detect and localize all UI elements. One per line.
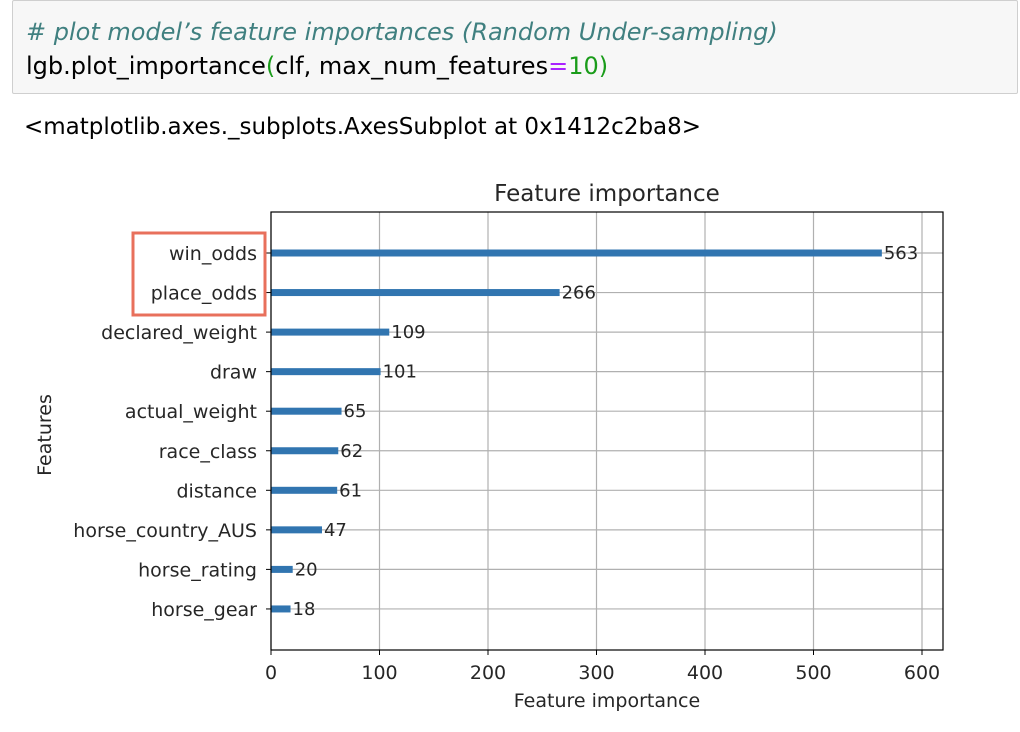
value-label: 563 [884, 243, 918, 264]
value-label: 65 [344, 401, 367, 422]
y-tick-label: horse_gear [151, 599, 257, 621]
bar [271, 447, 339, 455]
plot-frame [270, 211, 944, 651]
value-label: 109 [391, 322, 425, 343]
bar [271, 407, 342, 415]
x-tick-label: 400 [687, 662, 723, 684]
bars [271, 249, 882, 613]
bar [271, 328, 390, 336]
y-axis-label: Features [34, 394, 56, 476]
code-open-paren: ( [265, 52, 276, 80]
value-label: 20 [295, 559, 318, 580]
value-label: 18 [293, 599, 316, 620]
x-tick-label: 100 [361, 662, 397, 684]
bar [271, 526, 322, 534]
x-tick-labels: 0 100 200 300 400 500 600 [265, 650, 940, 684]
bar [271, 289, 560, 297]
y-tick-label: place_odds [151, 283, 257, 305]
code-comment: # plot model’s feature importances (Rand… [26, 18, 778, 46]
code-cell[interactable]: # plot model’s feature importances (Rand… [12, 0, 1018, 94]
code-equals: = [548, 52, 569, 80]
bar [271, 565, 293, 573]
bar [271, 605, 291, 613]
bar [271, 368, 381, 376]
highlight-box [131, 231, 267, 317]
y-tick-label: horse_rating [138, 559, 257, 581]
value-labels: 563 266 109 101 65 62 61 47 20 18 [293, 243, 919, 620]
output-repr: <matplotlib.axes._subplots.AxesSubplot a… [24, 114, 702, 140]
bar [271, 249, 882, 257]
y-tick-label: distance [176, 480, 257, 502]
value-label: 47 [324, 520, 347, 541]
y-tick-label: race_class [159, 441, 257, 463]
code-call-line: lgb.plot_importance(clf, max_num_feature… [26, 51, 608, 81]
code-close-paren: ) [598, 52, 609, 80]
y-tick-label: win_odds [169, 243, 257, 265]
x-tick-label: 0 [265, 662, 277, 684]
y-tick-label: declared_weight [101, 322, 257, 344]
value-label: 266 [562, 283, 596, 304]
code-function: lgb.plot_importance [26, 52, 266, 80]
value-label: 101 [383, 362, 417, 383]
value-label: 62 [340, 441, 363, 462]
code-value: 10 [568, 52, 599, 80]
x-axis-label: Feature importance [514, 690, 700, 712]
y-tick-label: horse_country_AUS [73, 520, 257, 542]
bar [271, 486, 338, 494]
x-tick-label: 200 [470, 662, 506, 684]
grid-lines [270, 212, 943, 650]
chart-title: Feature importance [494, 181, 720, 207]
code-args: clf, max_num_features [275, 52, 549, 80]
y-tick-label: actual_weight [125, 401, 257, 423]
value-label: 61 [339, 480, 362, 501]
x-tick-label: 600 [904, 662, 940, 684]
x-tick-label: 500 [795, 662, 831, 684]
x-tick-label: 300 [578, 662, 614, 684]
y-tick-label: draw [210, 362, 257, 384]
